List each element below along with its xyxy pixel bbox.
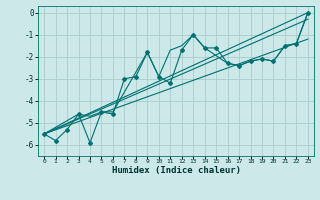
X-axis label: Humidex (Indice chaleur): Humidex (Indice chaleur)	[111, 166, 241, 175]
